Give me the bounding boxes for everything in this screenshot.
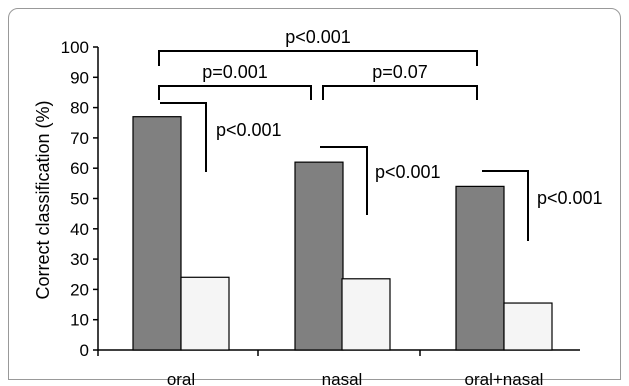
y-tick-label: 0 (80, 341, 89, 360)
x-tick-label: nasal (322, 370, 363, 386)
bar (132, 116, 182, 351)
y-tick-label: 50 (70, 190, 89, 209)
within-p-label: p<0.001 (537, 188, 603, 208)
y-tick-label: 20 (70, 280, 89, 299)
y-tick-label: 30 (70, 250, 89, 269)
y-tick-label: 80 (70, 99, 89, 118)
within-p-label: p<0.001 (216, 120, 282, 140)
bar (180, 276, 230, 351)
x-tick-label: oral (167, 370, 195, 386)
between-p-label: p=0.001 (202, 62, 268, 82)
bar (455, 185, 505, 351)
y-tick-label: 60 (70, 159, 89, 178)
chart-frame (8, 8, 621, 380)
bar (294, 161, 344, 351)
x-tick-label: oral+nasal (465, 370, 544, 386)
bar (341, 278, 391, 351)
y-tick-label: 70 (70, 129, 89, 148)
y-tick-label: 40 (70, 220, 89, 239)
y-tick-label: 90 (70, 68, 89, 87)
within-p-label: p<0.001 (375, 162, 441, 182)
bar (503, 302, 553, 351)
between-p-label: p=0.07 (372, 62, 428, 82)
y-tick-label: 10 (70, 311, 89, 330)
y-tick-label: 100 (61, 38, 89, 57)
y-axis-label: Correct classification (%) (33, 100, 53, 299)
between-p-label: p<0.001 (285, 27, 351, 47)
